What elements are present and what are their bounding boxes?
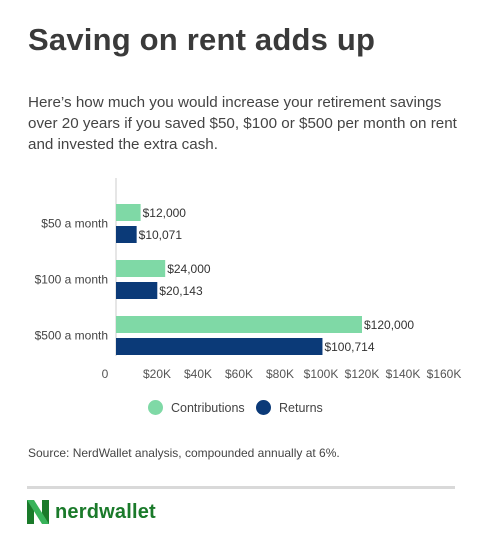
bar-contributions <box>116 316 362 333</box>
footer-divider <box>27 486 455 489</box>
legend-label-contributions: Contributions <box>171 400 245 415</box>
nerdwallet-logo[interactable]: nerdwallet <box>27 500 156 524</box>
x-tick-label: 0 <box>102 367 109 381</box>
category-label: $500 a month <box>35 329 108 343</box>
x-tick-label: $20K <box>143 367 171 381</box>
legend-swatch-returns <box>256 400 271 415</box>
bar-returns <box>116 338 323 355</box>
category-label: $100 a month <box>35 273 108 287</box>
bar-chart: $50 a month $12,000 $10,071 $100 a month $24… <box>35 178 462 381</box>
x-tick-label: $140K <box>386 367 421 381</box>
legend-label-returns: Returns <box>279 400 323 415</box>
chart-subtitle: Here’s how much you would increase your … <box>28 94 457 153</box>
bar-returns <box>116 226 137 243</box>
logo-wordmark: nerdwallet <box>55 500 156 523</box>
data-label: $24,000 <box>167 262 211 276</box>
legend-item-contributions: Contributions <box>148 400 245 415</box>
x-tick-label: $80K <box>266 367 294 381</box>
legend-swatch-contributions <box>148 400 163 415</box>
page-title: Saving on rent adds up <box>28 22 376 57</box>
data-label: $120,000 <box>364 318 414 332</box>
data-label: $20,143 <box>159 284 203 298</box>
x-tick-label: $120K <box>345 367 380 381</box>
data-label: $10,071 <box>139 228 183 242</box>
data-label: $12,000 <box>143 206 187 220</box>
bar-returns <box>116 282 158 299</box>
x-tick-label: $40K <box>184 367 212 381</box>
chart-legend: Contributions Returns <box>0 400 480 418</box>
nerdwallet-n-icon <box>27 500 49 524</box>
category-label: $50 a month <box>41 217 108 231</box>
x-tick-label: $60K <box>225 367 253 381</box>
bar-contributions <box>116 260 166 277</box>
data-label: $100,714 <box>324 340 374 354</box>
x-tick-label: $160K <box>427 367 462 381</box>
source-note: Source: NerdWallet analysis, compounded … <box>28 446 340 460</box>
x-tick-label: $100K <box>304 367 339 381</box>
bar-contributions <box>116 204 141 221</box>
legend-item-returns: Returns <box>256 400 323 415</box>
